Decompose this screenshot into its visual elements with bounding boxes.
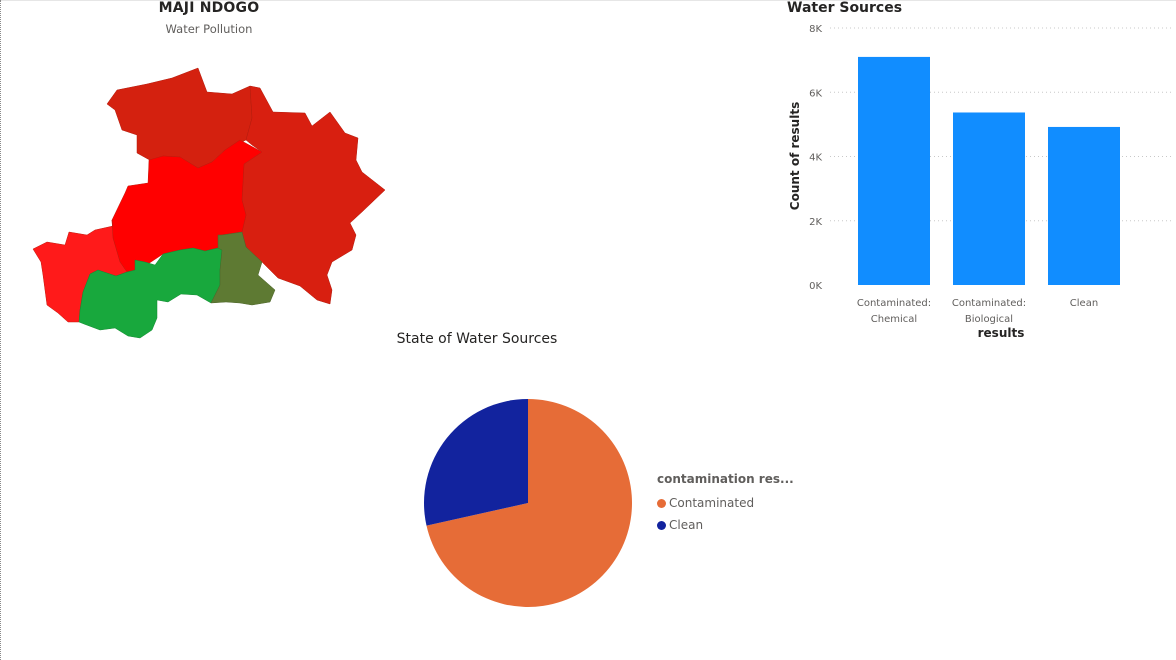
- bar[interactable]: [858, 56, 930, 285]
- pie-slice-clean[interactable]: [424, 399, 528, 526]
- pie-legend: contamination res... Contaminated Clean: [657, 472, 794, 536]
- bar-x-tick-labels: Contaminated: Chemical Contaminated: Biolog…: [857, 298, 1098, 325]
- bar[interactable]: [953, 112, 1025, 286]
- bar-x-tick-label: Contaminated: Chemical: [857, 298, 931, 325]
- pie-legend-item-contaminated[interactable]: Contaminated: [657, 492, 794, 514]
- bar-x-tick-label: Contaminated: Biological: [952, 298, 1026, 325]
- legend-marker-clean: [657, 520, 666, 530]
- pie-legend-item-clean[interactable]: Clean: [657, 514, 794, 536]
- pie-chart[interactable]: [420, 395, 636, 611]
- pie-slice-contaminated[interactable]: [426, 399, 632, 607]
- bar-x-axis-label: results: [978, 326, 1025, 340]
- bar-y-tick-labels: 0K 2K 4K 6K 8K: [809, 24, 822, 292]
- bar-series[interactable]: [858, 56, 1120, 286]
- map-title: MAJI NDOGO: [158, 0, 260, 16]
- pie-slices[interactable]: [424, 399, 632, 607]
- bar-y-tick-label: 6K: [809, 88, 822, 99]
- map-subtitle: Water Pollution: [165, 22, 253, 36]
- bar-y-tick-label: 2K: [809, 217, 822, 228]
- map-region-east[interactable]: [241, 85, 386, 305]
- pie-legend-title: contamination res...: [657, 472, 794, 486]
- bar[interactable]: [1048, 126, 1120, 285]
- bar-y-axis-label: Count of results: [788, 102, 802, 210]
- map-region-southeast[interactable]: [210, 231, 276, 306]
- bar-y-tick-label: 4K: [809, 153, 822, 164]
- bar-y-tick-label: 0K: [809, 281, 822, 292]
- legend-label-clean: Clean: [669, 518, 704, 532]
- bar-chart-title: Water Sources: [787, 0, 903, 16]
- bar-y-tick-label: 8K: [809, 24, 822, 35]
- legend-marker-contaminated: [657, 498, 666, 508]
- bar-x-tick-label: Clean: [1070, 298, 1098, 309]
- filled-map[interactable]: [0, 0, 400, 345]
- pie-chart-title: State of Water Sources: [396, 331, 558, 347]
- canvas-left-border: [0, 0, 1, 660]
- canvas-top-border: [0, 0, 1176, 1]
- legend-label-contaminated: Contaminated: [669, 496, 755, 510]
